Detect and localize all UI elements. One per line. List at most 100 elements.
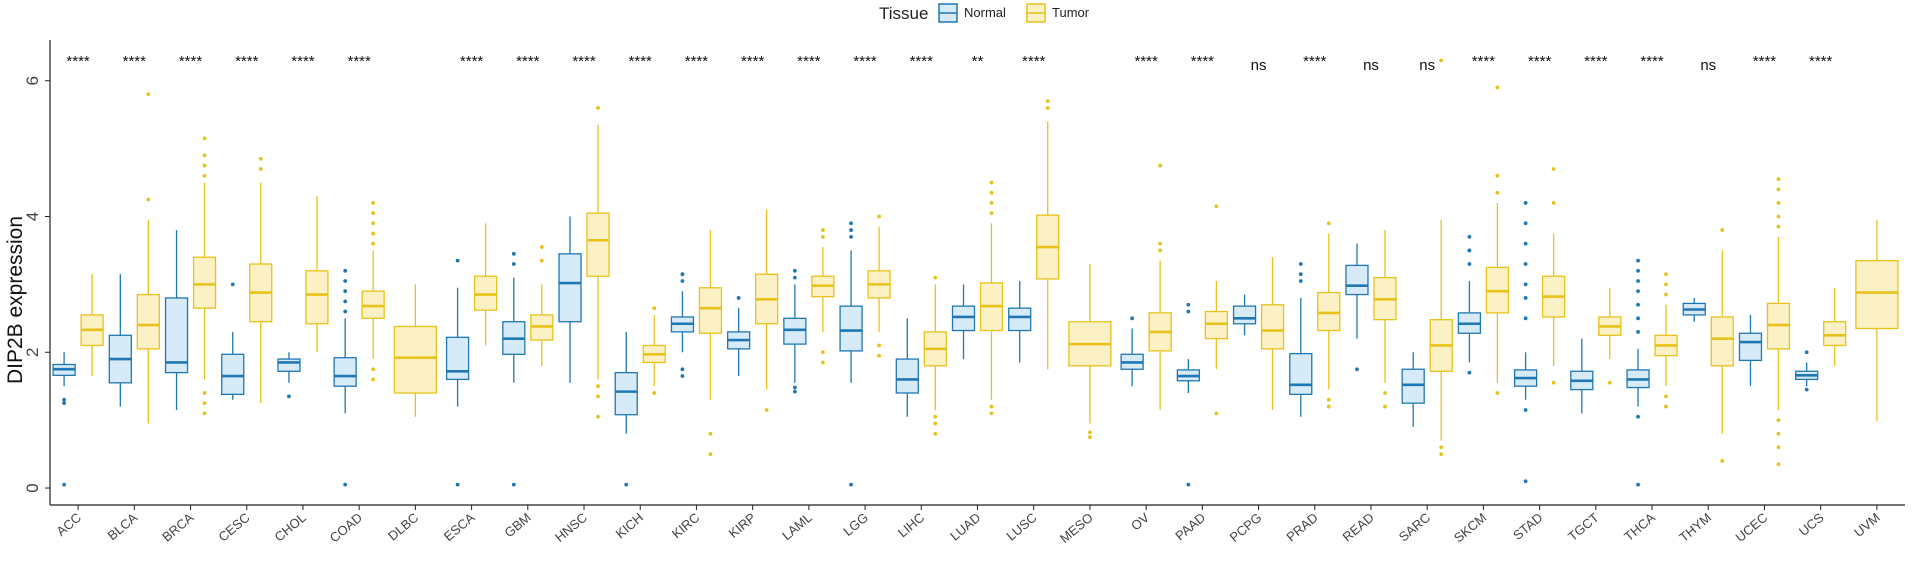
outlier-point <box>202 153 207 158</box>
box-iqr <box>895 358 919 394</box>
legend-normal-label: Normal <box>964 5 1006 20</box>
significance-label: **** <box>1191 53 1215 70</box>
tumor-box-sarc <box>1429 58 1453 456</box>
outlier-point <box>343 289 348 294</box>
outlier-point <box>708 452 713 456</box>
legend-tumor-label: Tumor <box>1052 5 1090 20</box>
outlier-point <box>1298 262 1303 266</box>
significance-label: **** <box>66 53 90 70</box>
outlier-point <box>596 105 600 110</box>
category-laml: **** <box>783 53 835 394</box>
x-tick-label: ESCA <box>441 510 478 544</box>
tumor-box-thym <box>1710 228 1734 463</box>
outlier-point <box>1467 234 1472 239</box>
category-skcm: **** <box>1457 53 1510 395</box>
normal-box-kich <box>614 331 638 487</box>
outlier-point <box>1383 404 1387 409</box>
category-blca: **** <box>108 53 160 424</box>
outlier-point <box>989 211 994 216</box>
box-iqr <box>1855 259 1899 330</box>
y-tick-label: 4 <box>23 212 42 221</box>
outlier-point <box>1636 329 1640 334</box>
outlier-point <box>1523 479 1528 484</box>
outlier-point <box>1776 418 1781 423</box>
category-ov: **** <box>1120 53 1172 410</box>
x-tick-label: STAD <box>1510 510 1545 543</box>
outlier-point <box>680 272 685 277</box>
outlier-point <box>1186 482 1191 487</box>
outlier-point <box>1523 201 1528 205</box>
tumor-box-brca <box>192 136 217 416</box>
outlier-point <box>1467 370 1472 375</box>
outlier-point <box>1636 289 1640 294</box>
normal-box-tgct <box>1570 338 1594 414</box>
normal-box-ucec <box>1738 314 1763 387</box>
outlier-point <box>1664 282 1668 287</box>
outlier-point <box>820 360 825 365</box>
outlier-point <box>1214 204 1219 209</box>
outlier-point <box>877 353 881 358</box>
box-iqr <box>698 287 723 334</box>
x-tick-label: THYM <box>1676 510 1714 545</box>
tumor-box-luad <box>979 180 1004 416</box>
x-tick-label: UCEC <box>1733 510 1771 545</box>
outlier-point <box>511 251 516 256</box>
significance-label: ns <box>1363 57 1379 74</box>
x-tick-label: PAAD <box>1172 510 1208 544</box>
normal-box-hnsc <box>558 216 582 383</box>
outlier-point <box>1776 445 1781 450</box>
box-iqr <box>586 212 610 277</box>
x-tick-label: BRCA <box>159 510 197 545</box>
outlier-point <box>1636 414 1640 419</box>
normal-box-lihc <box>895 318 919 417</box>
outlier-point <box>849 228 853 232</box>
outlier-point <box>1355 367 1359 372</box>
significance-label: **** <box>1022 53 1046 70</box>
normal-box-pcpg <box>1232 294 1257 336</box>
outlier-point <box>1523 282 1528 287</box>
outlier-point <box>1636 268 1640 273</box>
significance-label: ns <box>1700 57 1716 74</box>
tumor-box-prad <box>1317 221 1341 409</box>
outlier-point <box>1495 190 1500 195</box>
category-esca: **** <box>445 53 498 487</box>
significance-label: **** <box>741 53 765 70</box>
box-iqr <box>1008 307 1032 332</box>
normal-box-acc <box>52 352 76 487</box>
outlier-point <box>680 367 685 372</box>
x-tick-label: THCA <box>1621 510 1658 544</box>
significance-label: **** <box>910 53 934 70</box>
outlier-point <box>596 414 600 419</box>
box-iqr <box>1345 264 1369 296</box>
normal-box-gbm <box>502 251 526 487</box>
tumor-box-coad <box>361 201 385 382</box>
outlier-point <box>1298 279 1303 283</box>
x-tick-label: LGG <box>840 510 871 539</box>
x-tick-label: SKCM <box>1451 510 1489 546</box>
significance-label: **** <box>1809 53 1833 70</box>
tumor-box-paad <box>1204 204 1228 416</box>
outlier-point <box>287 394 291 399</box>
outlier-point <box>989 190 994 195</box>
tumor-box-lgg <box>867 214 891 358</box>
x-tick-label: LUAD <box>947 510 983 544</box>
box-iqr <box>951 305 976 332</box>
tumor-box-kirp <box>755 209 779 412</box>
normal-box-esca <box>445 258 470 487</box>
legend-title: Tissue <box>879 4 928 23</box>
outlier-point <box>343 309 348 314</box>
outlier-point <box>1720 228 1725 232</box>
box-iqr <box>361 290 385 319</box>
x-tick-label: OV <box>1128 510 1152 534</box>
outlier-point <box>933 431 938 436</box>
category-thym: ns <box>1682 57 1734 463</box>
outlier-point <box>202 163 207 168</box>
category-coad: **** <box>333 53 385 487</box>
outlier-point <box>1523 316 1528 321</box>
outlier-point <box>1158 241 1163 246</box>
category-paad: **** <box>1176 53 1228 487</box>
tumor-box-uvm <box>1855 219 1899 422</box>
outlier-point <box>820 350 825 355</box>
outlier-point <box>1664 272 1668 277</box>
outlier-point <box>146 92 151 97</box>
